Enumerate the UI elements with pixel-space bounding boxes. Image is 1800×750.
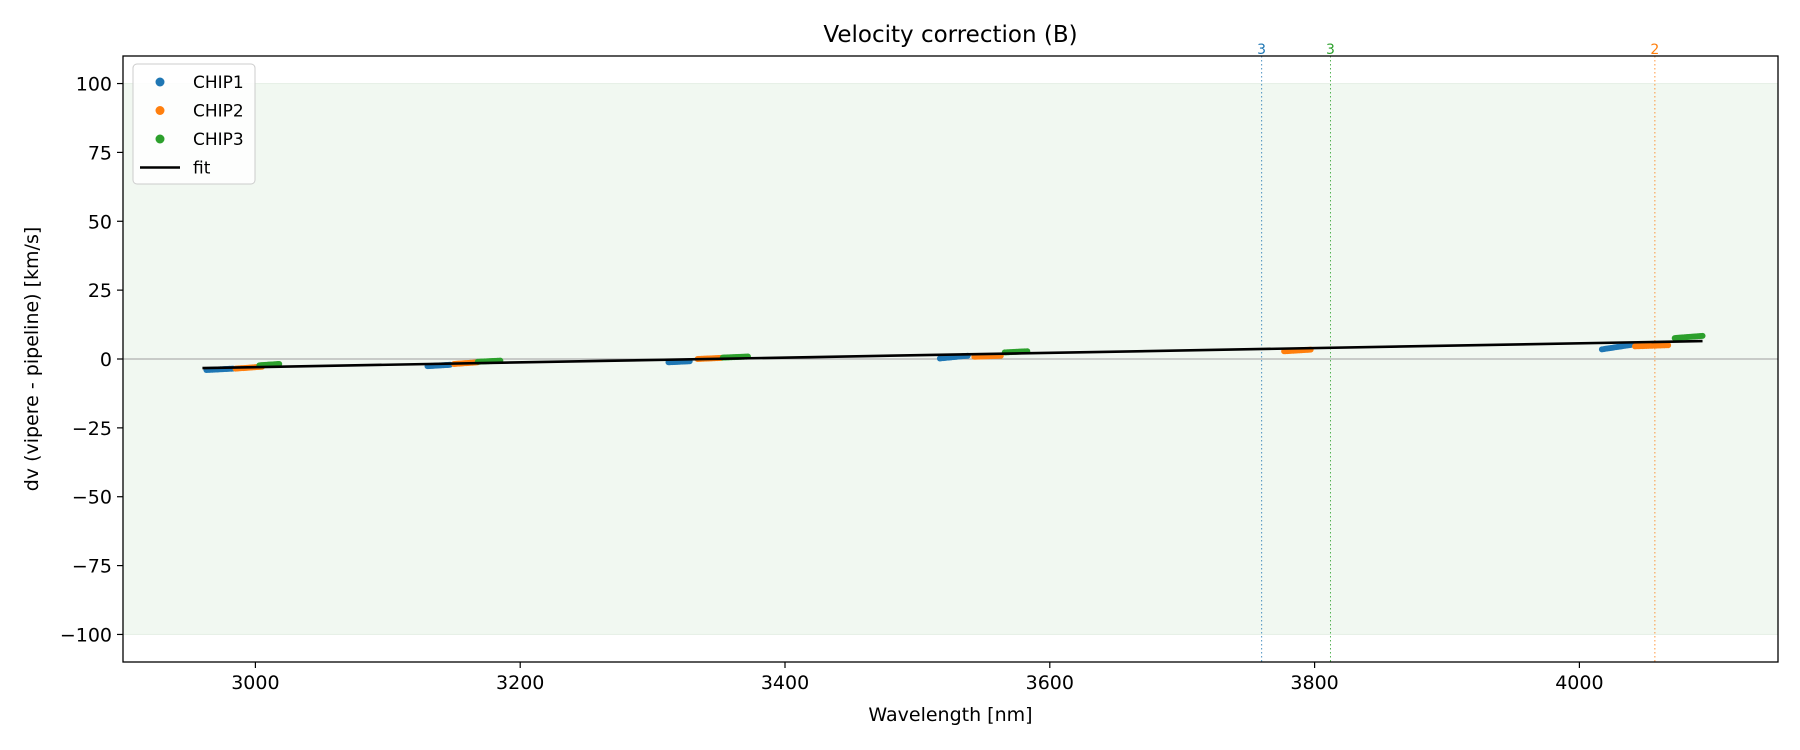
y-tick-label: −25	[72, 418, 112, 440]
y-tick-label: 50	[88, 211, 112, 233]
chip3-point	[1699, 332, 1706, 339]
y-tick-label: 0	[100, 349, 112, 371]
vertical-line-label-1: 3	[1326, 42, 1335, 58]
x-tick-label: 3600	[1026, 672, 1074, 694]
legend-marker-chip1	[155, 77, 165, 87]
legend-label-chip3: CHIP3	[193, 130, 244, 150]
x-tick-label: 3000	[231, 672, 279, 694]
y-tick-label: 25	[88, 280, 112, 302]
plot-area: 3 3 2	[122, 42, 1779, 662]
legend-label-chip2: CHIP2	[193, 102, 244, 122]
y-tick-label: −75	[72, 556, 112, 578]
legend-label-fit: fit	[193, 159, 211, 179]
y-tick-label: −50	[72, 487, 112, 509]
chip2-segment-5	[1632, 342, 1672, 350]
legend-marker-chip2	[155, 106, 165, 115]
legend-box	[132, 63, 256, 185]
legend-marker-chip3	[155, 134, 165, 144]
x-tick-label: 3400	[761, 672, 809, 694]
y-tick-label: −100	[60, 624, 112, 646]
y-axis-label: dv (vipere - pipeline) [km/s]	[21, 227, 43, 492]
x-tick-label: 3800	[1290, 672, 1338, 694]
chip2-point	[1665, 342, 1672, 349]
chip3-segment-4	[1671, 332, 1706, 342]
axes: 3000 3200 3400 3600 3800 4000 −100 −75 −50 −25 0 25…	[60, 74, 1604, 694]
x-tick-label: 3200	[496, 672, 544, 694]
vertical-line-label-0: 3	[1257, 42, 1266, 58]
y-tick-label: 75	[88, 142, 112, 164]
legend: CHIP1 CHIP2 CHIP3 fit	[132, 63, 256, 185]
x-tick-label: 4000	[1555, 672, 1603, 694]
y-tick-label: 100	[76, 74, 112, 96]
chip1-segment-4	[1598, 341, 1636, 353]
fit-line	[202, 339, 1703, 370]
vertical-line-label-2: 2	[1650, 42, 1659, 58]
x-axis-label: Wavelength [nm]	[868, 704, 1032, 726]
chart-title: Velocity correction (B)	[823, 22, 1077, 48]
legend-label-chip1: CHIP1	[193, 73, 244, 93]
